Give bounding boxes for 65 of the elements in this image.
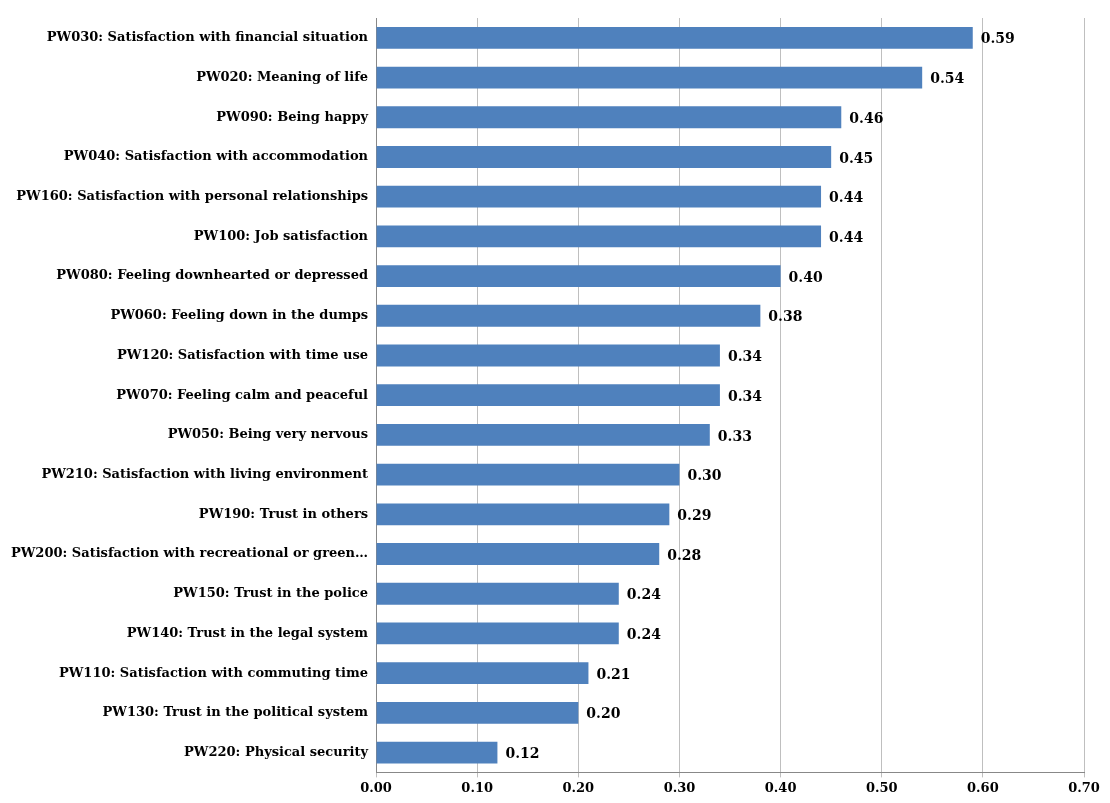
bar	[376, 225, 822, 248]
data-label: 0.30	[687, 467, 722, 484]
y-tick-label: PW200: Satisfaction with recreational or green…	[10, 545, 369, 561]
bar	[376, 543, 660, 565]
bar	[376, 741, 498, 764]
bar	[376, 662, 589, 685]
data-label: 0.12	[505, 745, 540, 762]
data-label: 0.46	[849, 109, 884, 126]
y-tick-label: PW020: Meaning of life	[196, 68, 369, 84]
bar	[376, 701, 579, 724]
data-label: 0.33	[717, 427, 752, 444]
bar	[376, 463, 680, 486]
bar	[376, 26, 973, 49]
data-label: 0.44	[829, 229, 864, 246]
bar	[376, 582, 619, 605]
x-tick-label: 0.00	[360, 779, 392, 795]
x-tick-label: 0.60	[967, 779, 999, 795]
x-tick-label: 0.40	[764, 779, 797, 795]
y-tick-label: PW130: Trust in the political system	[102, 704, 369, 720]
y-tick-label: PW050: Being very nervous	[167, 426, 369, 442]
x-tick-label: 0.30	[663, 779, 696, 795]
bar	[376, 265, 781, 287]
bar	[376, 185, 822, 208]
bar	[376, 106, 842, 129]
bar	[376, 146, 832, 168]
y-tick-label: PW040: Satisfaction with accommodation	[63, 148, 369, 164]
bar	[376, 423, 710, 446]
bar	[376, 622, 619, 645]
data-label: 0.54	[930, 70, 965, 87]
x-tick-label: 0.10	[461, 779, 494, 795]
bar	[376, 384, 720, 407]
x-tick-label: 0.70	[1068, 779, 1100, 795]
y-tick-label: PW160: Satisfaction with personal relationships	[16, 188, 369, 204]
y-tick-label: PW110: Satisfaction with commuting time	[58, 664, 369, 680]
data-label: 0.24	[626, 586, 662, 603]
data-label: 0.40	[788, 268, 823, 285]
y-tick-label: PW060: Feeling down in the dumps	[110, 307, 369, 323]
bar	[376, 503, 670, 526]
data-label: 0.34	[727, 387, 763, 404]
x-tick-label: 0.50	[865, 779, 898, 795]
data-label: 0.38	[768, 308, 803, 325]
data-label: 0.45	[839, 149, 874, 166]
data-label: 0.34	[727, 348, 763, 365]
y-tick-label: PW090: Being happy	[216, 108, 369, 124]
y-tick-label: PW190: Trust in others	[198, 505, 369, 521]
data-label: 0.59	[980, 30, 1015, 47]
bar	[376, 304, 761, 327]
y-tick-label: PW100: Job satisfaction	[193, 227, 369, 243]
y-tick-label: PW220: Physical security	[184, 743, 369, 759]
y-tick-label: PW030: Satisfaction with financial situation	[46, 29, 369, 45]
data-label: 0.20	[586, 705, 621, 722]
y-tick-label: PW210: Satisfaction with living environment	[41, 465, 369, 481]
data-label: 0.28	[667, 546, 702, 563]
x-tick-label: 0.20	[562, 779, 595, 795]
y-tick-label: PW140: Trust in the legal system	[126, 624, 369, 640]
y-tick-label: PW080: Feeling downhearted or depressed	[56, 267, 369, 283]
data-label: 0.24	[626, 626, 662, 643]
y-tick-label: PW150: Trust in the police	[173, 585, 369, 601]
y-tick-label: PW120: Satisfaction with time use	[116, 346, 369, 362]
data-label: 0.44	[829, 189, 864, 206]
bar	[376, 66, 923, 89]
bar	[376, 344, 720, 367]
data-label: 0.29	[677, 506, 712, 523]
y-tick-label: PW070: Feeling calm and peaceful	[116, 386, 369, 402]
data-label: 0.21	[596, 665, 631, 682]
